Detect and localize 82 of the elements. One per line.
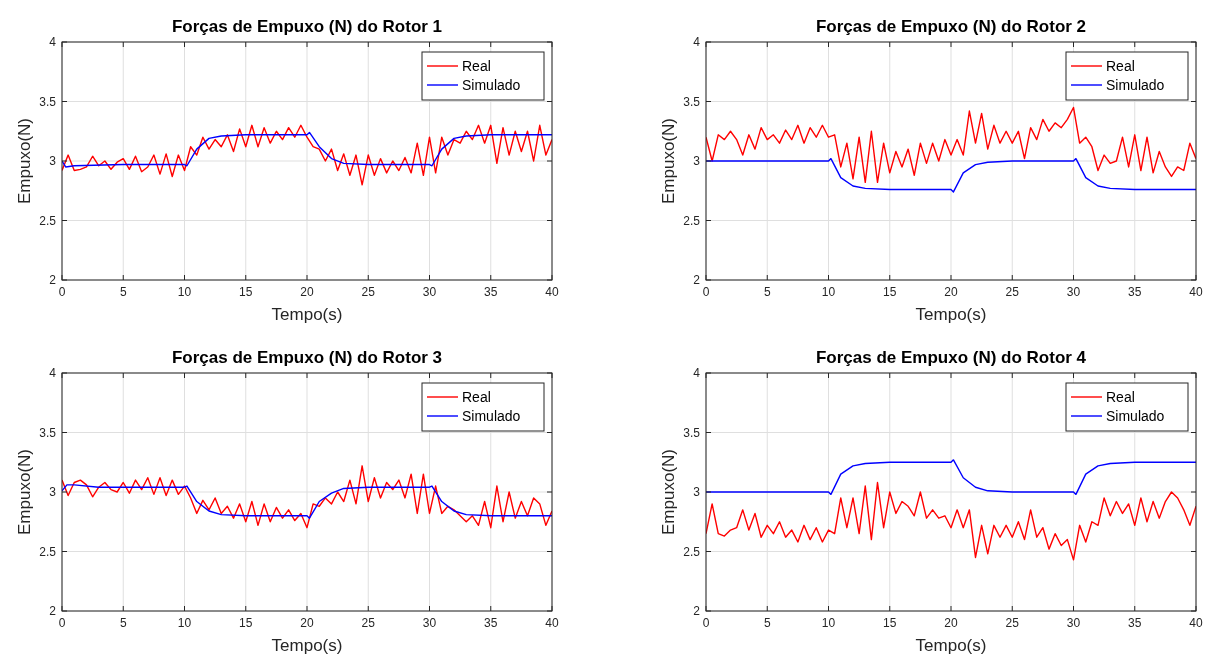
chart-title: Forças de Empuxo (N) do Rotor 4 [815, 348, 1087, 367]
legend-label: Simulado [1106, 77, 1165, 93]
legend-label: Real [462, 389, 491, 405]
y-tick-label: 3 [693, 485, 701, 499]
x-tick-label: 15 [239, 616, 253, 630]
x-axis-title: Tempo(s) [915, 305, 987, 324]
x-tick-label: 0 [702, 285, 710, 299]
x-tick-label: 15 [239, 285, 253, 299]
x-tick-label: 25 [1005, 616, 1020, 630]
x-tick-label: 40 [545, 285, 559, 299]
y-tick-label: 3 [49, 485, 57, 499]
y-tick-label: 3 [49, 154, 57, 168]
x-tick-label: 0 [58, 285, 66, 299]
legend-label: Real [1106, 389, 1135, 405]
y-tick-label: 4 [693, 35, 701, 49]
x-axis-title: Tempo(s) [271, 305, 343, 324]
y-axis-title: Empuxo(N) [659, 449, 678, 535]
x-tick-label: 25 [361, 285, 376, 299]
legend-label: Simulado [462, 77, 521, 93]
x-tick-label: 20 [944, 616, 958, 630]
x-tick-label: 10 [821, 616, 836, 630]
y-tick-label: 2 [49, 273, 57, 287]
x-tick-label: 30 [1066, 616, 1081, 630]
y-tick-label: 2.5 [39, 213, 57, 228]
legend-label: Simulado [462, 408, 521, 424]
y-tick-label: 2 [693, 273, 701, 287]
y-axis-title: Empuxo(N) [659, 118, 678, 204]
chart-title: Forças de Empuxo (N) do Rotor 3 [171, 348, 443, 367]
x-tick-label: 5 [119, 616, 127, 630]
x-tick-label: 40 [1189, 285, 1203, 299]
y-tick-label: 4 [49, 35, 57, 49]
x-tick-label: 5 [119, 285, 127, 299]
x-tick-label: 15 [883, 616, 897, 630]
legend-label: Real [462, 58, 491, 74]
x-tick-label: 20 [300, 616, 314, 630]
line-series [62, 131, 552, 168]
legend-label: Real [1106, 58, 1135, 74]
y-tick-label: 3.5 [683, 94, 701, 109]
y-tick-label: 2 [49, 604, 57, 618]
x-tick-label: 35 [1128, 616, 1142, 630]
y-tick-label: 2.5 [683, 213, 701, 228]
y-tick-label: 3 [693, 154, 701, 168]
y-axis-title: Empuxo(N) [15, 118, 34, 204]
x-tick-label: 30 [422, 285, 437, 299]
x-tick-label: 30 [422, 616, 437, 630]
y-tick-label: 4 [693, 366, 701, 380]
x-tick-label: 10 [177, 616, 192, 630]
y-tick-label: 2.5 [39, 544, 57, 559]
y-tick-label: 2 [693, 604, 701, 618]
x-tick-label: 0 [702, 616, 710, 630]
line-series [706, 106, 1196, 184]
x-tick-label: 5 [763, 616, 771, 630]
y-axis-title: Empuxo(N) [15, 449, 34, 535]
line-series [62, 484, 552, 519]
y-tick-label: 3.5 [683, 425, 701, 440]
x-tick-label: 35 [484, 616, 498, 630]
x-tick-label: 40 [545, 616, 559, 630]
x-tick-label: 35 [484, 285, 498, 299]
x-tick-label: 20 [300, 285, 314, 299]
y-tick-label: 2.5 [683, 544, 701, 559]
y-tick-label: 3.5 [39, 425, 57, 440]
line-series [62, 124, 552, 186]
x-axis-title: Tempo(s) [271, 636, 343, 655]
x-tick-label: 20 [944, 285, 958, 299]
x-axis-title: Tempo(s) [915, 636, 987, 655]
x-tick-label: 25 [361, 616, 376, 630]
x-tick-label: 5 [763, 285, 771, 299]
y-tick-label: 3.5 [39, 94, 57, 109]
legend-label: Simulado [1106, 408, 1165, 424]
x-tick-label: 30 [1066, 285, 1081, 299]
x-tick-label: 35 [1128, 285, 1142, 299]
line-series [62, 465, 552, 529]
x-tick-label: 0 [58, 616, 66, 630]
chart-title: Forças de Empuxo (N) do Rotor 2 [815, 17, 1087, 36]
x-tick-label: 15 [883, 285, 897, 299]
x-tick-label: 25 [1005, 285, 1020, 299]
x-tick-label: 40 [1189, 616, 1203, 630]
x-tick-label: 10 [821, 285, 836, 299]
y-tick-label: 4 [49, 366, 57, 380]
line-series [706, 481, 1196, 561]
x-tick-label: 10 [177, 285, 192, 299]
chart-title: Forças de Empuxo (N) do Rotor 1 [171, 17, 443, 36]
